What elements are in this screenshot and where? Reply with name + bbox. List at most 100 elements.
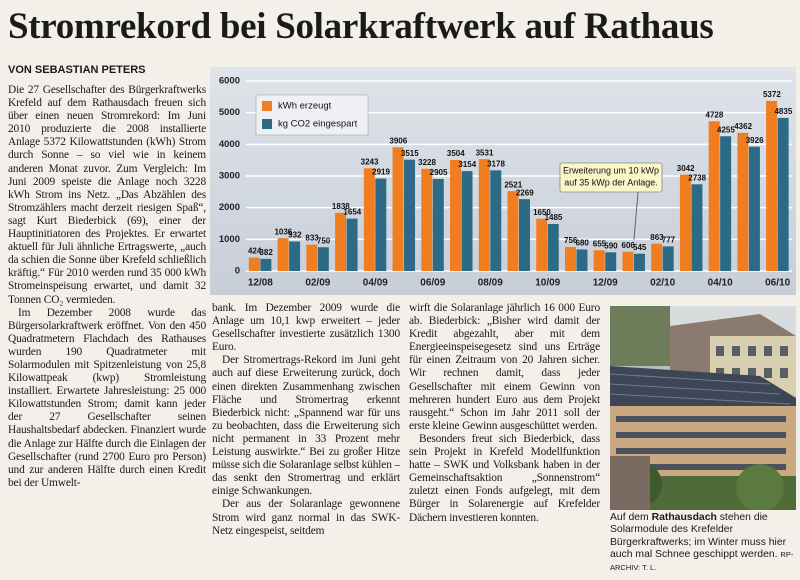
data-label: 3906 (389, 136, 407, 145)
paragraph: Im Dezember 2008 wurde das Bürgersolarkr… (8, 306, 206, 489)
data-label: 1485 (545, 213, 563, 222)
bar (651, 243, 663, 271)
annotation: auf 35 kWp der Anlage. (564, 177, 658, 187)
data-label: 756 (564, 236, 578, 245)
data-label: 5372 (763, 90, 781, 99)
bar (633, 253, 645, 271)
data-label: 4835 (774, 107, 792, 116)
y-tick-label: 0 (235, 266, 240, 277)
bar (450, 160, 462, 271)
x-tick-label: 02/10 (650, 278, 675, 289)
data-label: 606 (622, 241, 636, 250)
y-tick-label: 6000 (219, 76, 240, 87)
data-label: 545 (633, 243, 647, 252)
data-label: 1654 (343, 208, 361, 217)
bar (461, 171, 473, 271)
data-label: 2521 (504, 180, 522, 189)
bar (720, 136, 732, 271)
data-label: 424 (248, 247, 262, 256)
bar (289, 241, 301, 271)
caption-text: Auf dem (610, 512, 649, 523)
y-tick-label: 3000 (219, 171, 240, 182)
bar (766, 100, 778, 272)
legend-box (255, 94, 369, 136)
photo-caption: Auf dem Rathausdach stehen die Solarmodu… (610, 512, 796, 574)
data-label: 1838 (332, 202, 350, 211)
headline: Stromrekord bei Solarkraftwerk auf Ratha… (8, 6, 714, 47)
paragraph: Besonders freut sich Biederbick, dass se… (409, 432, 600, 524)
data-label: 3228 (418, 158, 436, 167)
x-tick-label: 04/10 (708, 278, 733, 289)
data-label: 1036 (274, 227, 292, 236)
bar (576, 249, 588, 271)
x-tick-label: 02/09 (305, 278, 330, 289)
x-tick-label: 06/09 (420, 278, 445, 289)
x-tick-label: 04/09 (363, 278, 388, 289)
bar (536, 218, 548, 271)
legend-swatch (262, 101, 272, 111)
paragraph: Die 27 Gesellschafter des Bürgerkraftwer… (8, 84, 206, 306)
data-label: 680 (576, 239, 590, 248)
photo-credit: RP-ARCHIV: T. L. (610, 550, 794, 572)
bar (593, 250, 605, 271)
bar (421, 168, 433, 271)
bar (605, 252, 617, 271)
x-tick-label: 12/08 (248, 278, 273, 289)
annotation-box (559, 162, 663, 193)
y-tick-label: 5000 (219, 107, 240, 118)
paragraph: Der Stromertrags-Rekord im Juni geht auc… (212, 354, 400, 498)
data-label: 833 (305, 234, 319, 243)
x-tick-label: 06/10 (765, 278, 790, 289)
paragraph: bank. Im Dezember 2009 wurde die Anlage … (212, 302, 400, 354)
bar (392, 147, 404, 271)
data-label: 3178 (487, 159, 505, 168)
data-label: 590 (604, 241, 618, 250)
data-label: 4728 (706, 110, 724, 119)
data-label: 3154 (458, 160, 476, 169)
bar (260, 258, 272, 271)
bar (662, 246, 674, 271)
bar (375, 178, 387, 271)
data-label: 2919 (372, 168, 390, 177)
bar (708, 121, 720, 271)
data-label: 655 (593, 239, 607, 248)
bar (248, 257, 260, 271)
article-column: wirft die Solaranlage jährlich 16 000 Eu… (409, 302, 600, 564)
data-label: 3042 (677, 164, 695, 173)
bar (277, 238, 289, 271)
bar (622, 251, 634, 271)
paragraph: wirft die Solaranlage jährlich 16 000 Eu… (409, 302, 600, 432)
caption-text: stehen die Solarmodule des Krefelder Bür… (610, 512, 787, 561)
legend-label: kWh erzeugt (278, 101, 332, 112)
bar (564, 247, 576, 271)
annotation: Erweiterung um 10 kWp (563, 165, 659, 175)
x-tick-label: 12/09 (593, 278, 618, 289)
bar (306, 244, 318, 271)
bar (363, 168, 375, 271)
bar (432, 179, 444, 271)
data-label: 382 (259, 248, 273, 257)
bar (691, 184, 703, 271)
legend-label: kg CO2 eingespart (278, 119, 358, 130)
byline: VON SEBASTIAN PETERS (8, 64, 146, 76)
bar (748, 146, 760, 271)
data-label: 2738 (688, 173, 706, 182)
data-label: 863 (650, 233, 664, 242)
data-label: 3531 (476, 148, 494, 157)
data-label: 3515 (401, 149, 419, 158)
x-tick-label: 08/09 (478, 278, 503, 289)
data-label: 4362 (734, 122, 752, 131)
bar (519, 199, 530, 271)
y-tick-label: 1000 (219, 234, 240, 245)
bar (317, 247, 329, 271)
data-label: 3504 (447, 149, 465, 158)
y-tick-label: 4000 (219, 139, 240, 150)
data-label: 3243 (361, 157, 379, 166)
caption-highlight: Rathausdach (651, 512, 717, 523)
annotation-pointer (633, 191, 639, 240)
bar (507, 191, 519, 271)
bar (335, 212, 347, 271)
data-label: 2905 (430, 168, 448, 177)
